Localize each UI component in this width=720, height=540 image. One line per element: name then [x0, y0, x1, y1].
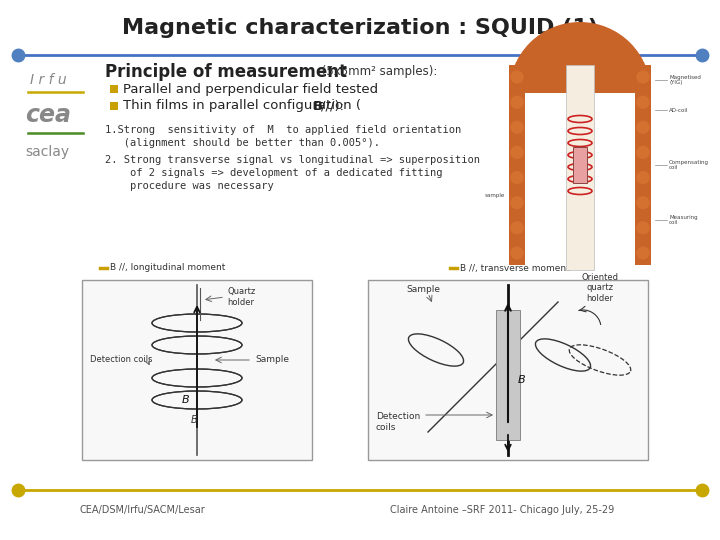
- Text: Oriented
quartz
holder: Oriented quartz holder: [582, 273, 618, 303]
- Text: Principle of measurement: Principle of measurement: [105, 63, 347, 81]
- Text: B: B: [191, 415, 197, 425]
- Text: cea: cea: [25, 103, 71, 127]
- Wedge shape: [509, 22, 651, 93]
- Text: B: B: [313, 99, 323, 112]
- Bar: [566, 65, 594, 270]
- Text: B //, transverse moment: B //, transverse moment: [460, 264, 570, 273]
- Circle shape: [510, 95, 524, 109]
- Text: (5x5mm² samples):: (5x5mm² samples):: [318, 65, 437, 78]
- Circle shape: [510, 246, 524, 260]
- Text: B: B: [181, 395, 189, 405]
- Circle shape: [636, 171, 650, 185]
- Text: Detection
coils: Detection coils: [376, 413, 420, 431]
- Circle shape: [636, 95, 650, 109]
- Circle shape: [636, 246, 650, 260]
- Text: Sample: Sample: [255, 355, 289, 364]
- Bar: [110, 85, 118, 93]
- Bar: [509, 65, 525, 265]
- Bar: [573, 147, 587, 183]
- Text: sample: sample: [485, 192, 505, 198]
- Circle shape: [636, 120, 650, 134]
- Circle shape: [636, 145, 650, 159]
- Text: B //, longitudinal moment: B //, longitudinal moment: [110, 264, 225, 273]
- Text: Claire Antoine –SRF 2011- Chicago July, 25-29: Claire Antoine –SRF 2011- Chicago July, …: [390, 505, 614, 515]
- Circle shape: [510, 145, 524, 159]
- Text: Measuring
coil: Measuring coil: [669, 214, 698, 225]
- Text: Quartz
holder: Quartz holder: [227, 287, 256, 307]
- Text: Thin films in parallel configuration (: Thin films in parallel configuration (: [123, 99, 361, 112]
- Circle shape: [510, 221, 524, 235]
- Circle shape: [636, 195, 650, 210]
- Text: Detection coils: Detection coils: [90, 355, 153, 364]
- Bar: [635, 65, 651, 265]
- Circle shape: [510, 171, 524, 185]
- Bar: [82, 280, 312, 460]
- Text: B: B: [518, 375, 526, 385]
- Text: Magnetic characterization : SQUID (1): Magnetic characterization : SQUID (1): [122, 18, 598, 38]
- Text: procedure was necessary: procedure was necessary: [105, 181, 274, 191]
- Text: Sample: Sample: [406, 286, 440, 294]
- Text: (alignment should be better than 0.005°).: (alignment should be better than 0.005°)…: [105, 138, 380, 148]
- Circle shape: [636, 221, 650, 235]
- Bar: [509, 65, 651, 93]
- Bar: [110, 102, 118, 110]
- Text: I r f u: I r f u: [30, 73, 67, 87]
- Circle shape: [510, 195, 524, 210]
- Text: 2. Strong transverse signal vs longitudinal => superposition: 2. Strong transverse signal vs longitudi…: [105, 155, 480, 165]
- Text: Compensating
coil: Compensating coil: [669, 160, 709, 171]
- Text: CEA/DSM/Irfu/SACM/Lesar: CEA/DSM/Irfu/SACM/Lesar: [80, 505, 206, 515]
- Text: Parallel and perpendicular field tested: Parallel and perpendicular field tested: [123, 83, 378, 96]
- Text: AD-coil: AD-coil: [669, 107, 688, 112]
- Text: of 2 signals => development of a dedicated fitting: of 2 signals => development of a dedicat…: [105, 168, 443, 178]
- Circle shape: [510, 70, 524, 84]
- Bar: [368, 280, 648, 460]
- Text: Magnetised
(YIG): Magnetised (YIG): [669, 75, 701, 85]
- Text: ///):: ///):: [321, 99, 344, 112]
- Bar: [496, 310, 520, 440]
- Text: 1.Strong  sensitivity of  M  to applied field orientation: 1.Strong sensitivity of M to applied fie…: [105, 125, 462, 135]
- Circle shape: [636, 70, 650, 84]
- Text: saclay: saclay: [25, 145, 69, 159]
- Circle shape: [510, 120, 524, 134]
